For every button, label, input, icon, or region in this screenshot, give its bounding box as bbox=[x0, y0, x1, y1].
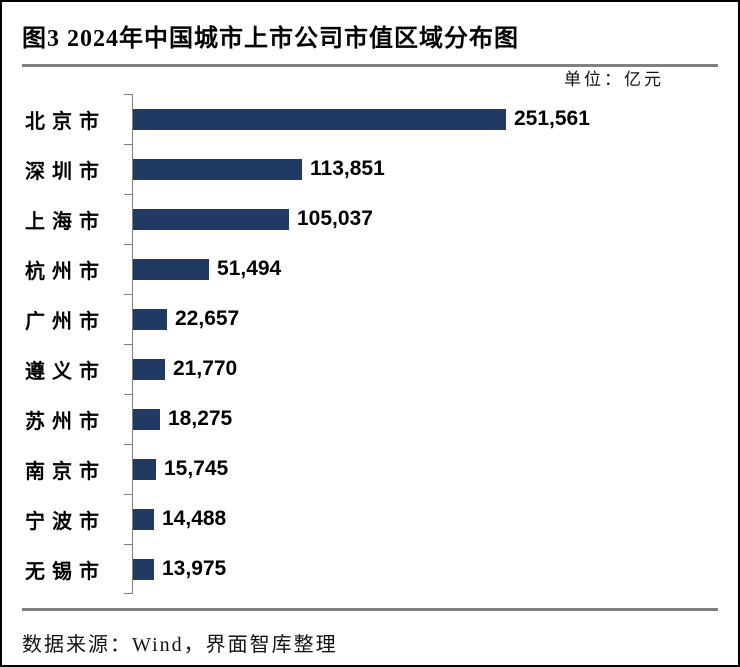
bar-area: 51,494 bbox=[133, 244, 738, 294]
axis-tick bbox=[124, 244, 132, 245]
bar-area: 251,561 bbox=[133, 94, 738, 144]
category-label: 苏州市 bbox=[25, 410, 106, 433]
bar-area: 18,275 bbox=[133, 394, 738, 444]
chart-row: 上海市 105,037 bbox=[2, 194, 738, 244]
chart-rows: 北京市 251,561 深圳市 113,851 上海市 105,037 杭州市 51,494 广… bbox=[2, 94, 738, 594]
bar bbox=[133, 108, 506, 130]
category-axis-line bbox=[132, 94, 133, 594]
value-label: 105,037 bbox=[297, 207, 373, 230]
chart-row: 南京市 15,745 bbox=[2, 444, 738, 494]
top-divider bbox=[22, 64, 718, 67]
axis-tick bbox=[124, 444, 132, 445]
bar bbox=[133, 408, 160, 430]
bar bbox=[133, 208, 289, 230]
category-label: 无锡市 bbox=[25, 560, 106, 583]
bar bbox=[133, 508, 154, 530]
axis-tick bbox=[124, 394, 132, 395]
bar bbox=[133, 258, 209, 280]
bar-area: 105,037 bbox=[133, 194, 738, 244]
chart-row: 无锡市 13,975 bbox=[2, 544, 738, 594]
chart-row: 广州市 22,657 bbox=[2, 294, 738, 344]
category-label: 北京市 bbox=[25, 110, 106, 133]
value-label: 51,494 bbox=[217, 257, 282, 280]
category-label: 遵义市 bbox=[25, 360, 106, 383]
bottom-divider bbox=[22, 608, 718, 611]
value-label: 18,275 bbox=[168, 407, 233, 430]
bar-area: 22,657 bbox=[133, 294, 738, 344]
value-label: 13,975 bbox=[162, 557, 227, 580]
bar-area: 14,488 bbox=[133, 494, 738, 544]
category-label: 杭州市 bbox=[25, 260, 106, 283]
chart-row: 苏州市 18,275 bbox=[2, 394, 738, 444]
axis-tick bbox=[124, 544, 132, 545]
chart-row: 杭州市 51,494 bbox=[2, 244, 738, 294]
chart-row: 北京市 251,561 bbox=[2, 94, 738, 144]
value-label: 21,770 bbox=[173, 357, 238, 380]
chart-row: 深圳市 113,851 bbox=[2, 144, 738, 194]
value-label: 15,745 bbox=[164, 457, 229, 480]
bar bbox=[133, 308, 167, 330]
bar bbox=[133, 558, 154, 580]
category-label: 宁波市 bbox=[25, 510, 106, 533]
category-label: 深圳市 bbox=[25, 160, 106, 183]
value-label: 251,561 bbox=[514, 107, 590, 130]
chart-row: 宁波市 14,488 bbox=[2, 494, 738, 544]
value-label: 14,488 bbox=[162, 507, 227, 530]
category-label: 上海市 bbox=[25, 210, 106, 233]
bar bbox=[133, 358, 165, 380]
axis-tick bbox=[124, 344, 132, 345]
bar bbox=[133, 458, 156, 480]
axis-tick bbox=[124, 494, 132, 495]
axis-tick bbox=[124, 593, 132, 594]
value-label: 113,851 bbox=[310, 157, 385, 180]
bar-area: 13,975 bbox=[133, 544, 738, 594]
axis-tick bbox=[124, 294, 132, 295]
value-label: 22,657 bbox=[175, 307, 240, 330]
unit-label: 单位：亿元 bbox=[564, 70, 664, 89]
category-label: 广州市 bbox=[25, 310, 106, 333]
bar bbox=[133, 158, 302, 180]
category-label: 南京市 bbox=[25, 460, 106, 483]
bar-area: 21,770 bbox=[133, 344, 738, 394]
axis-tick bbox=[124, 144, 132, 145]
source-note: 数据来源：Wind，界面智库整理 bbox=[22, 634, 338, 656]
bar-area: 15,745 bbox=[133, 444, 738, 494]
bar-area: 113,851 bbox=[133, 144, 738, 194]
axis-tick bbox=[124, 194, 132, 195]
axis-tick bbox=[124, 94, 132, 95]
chart-row: 遵义市 21,770 bbox=[2, 344, 738, 394]
bar-chart: 北京市 251,561 深圳市 113,851 上海市 105,037 杭州市 51,494 广… bbox=[2, 94, 738, 594]
figure-title: 图3 2024年中国城市上市公司市值区域分布图 bbox=[22, 26, 519, 52]
